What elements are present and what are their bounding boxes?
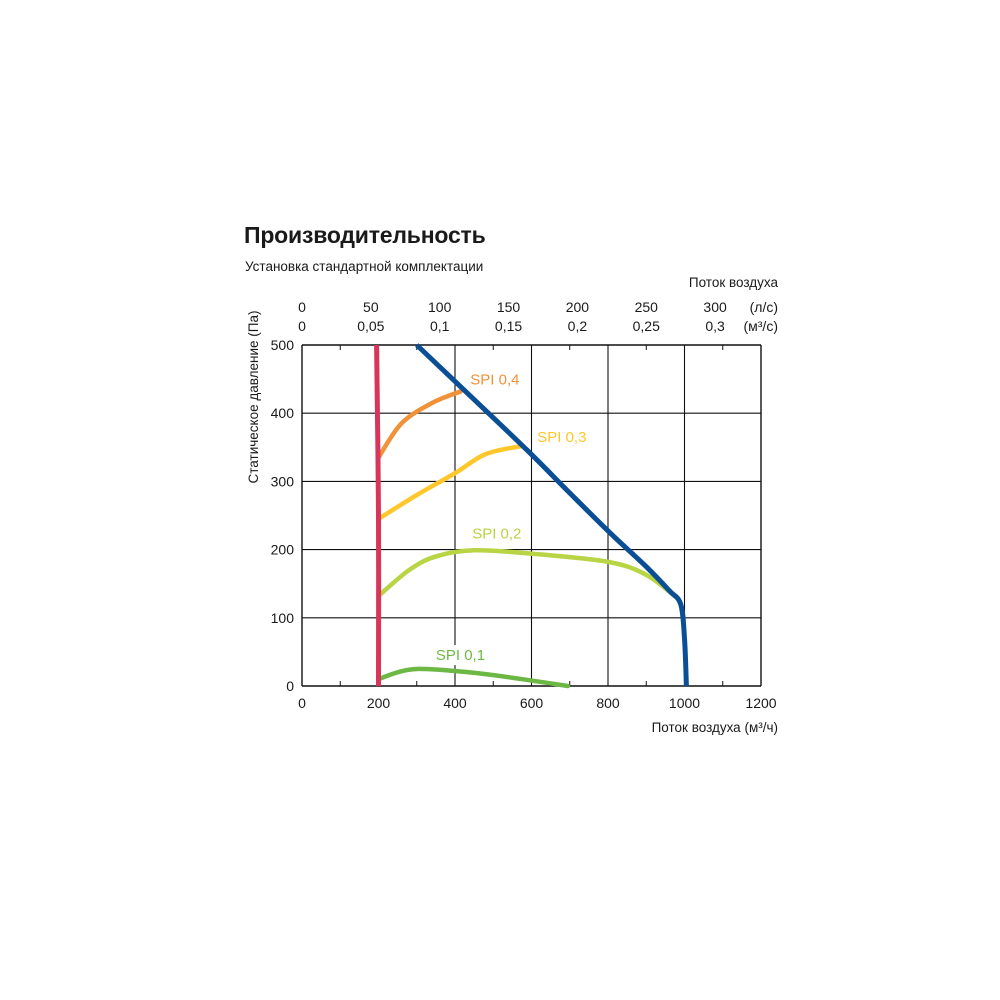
top-tick-label: 200 [566, 299, 590, 315]
curves [374, 343, 689, 689]
series-label-3: SPI 0,2 [472, 526, 521, 543]
x-tick-label: 400 [443, 695, 467, 711]
series-label-bg [467, 369, 527, 390]
y-tick-label: 0 [286, 678, 294, 694]
series-label-bg [469, 523, 529, 544]
x-tick-label: 800 [596, 695, 620, 711]
top-axis-label: Поток воздуха [689, 275, 779, 290]
y-tick-label: 200 [271, 542, 295, 558]
chart-subtitle: Установка стандартной комплектации [245, 259, 484, 274]
top-tick-label: 0,2 [568, 318, 588, 334]
series-label-bg [432, 645, 493, 666]
y-tick-label: 300 [271, 473, 295, 489]
series-label-1: SPI 0,4 [470, 372, 519, 389]
x-tick-label: 1000 [669, 695, 700, 711]
series-label-2: SPI 0,3 [537, 429, 586, 446]
top-tick-label: 0,3 [705, 318, 725, 334]
top-tick-label: 0 [298, 318, 306, 334]
x-tick-label: 0 [298, 695, 306, 711]
max-flow-limit-line [415, 343, 689, 687]
x-tick-label: 600 [520, 695, 544, 711]
top-axis-unit: (л/с) [750, 299, 778, 315]
y-tick-label: 400 [271, 405, 295, 421]
top-tick-label: 0,15 [495, 318, 522, 334]
top-tick-label: 0 [298, 299, 306, 315]
top-tick-label: 250 [635, 299, 659, 315]
grid-lines [301, 344, 762, 687]
top-tick-label: 0,05 [357, 318, 384, 334]
top-tick-label: 100 [428, 299, 452, 315]
series-line-3 [376, 547, 682, 602]
chart-title: Производительность [244, 222, 486, 248]
y-tick-label: 500 [271, 337, 295, 353]
series-line-1 [376, 389, 463, 460]
top-tick-label: 0,1 [430, 318, 450, 334]
series-labels: SPI 0,4 SPI 0,3 SPI 0,2 SPI 0,1 [432, 369, 594, 666]
series-label-4: SPI 0,1 [436, 647, 485, 664]
x-tick-label: 1200 [745, 695, 776, 711]
x-axis-label: Поток воздуха (м³/ч) [652, 720, 778, 735]
min-flow-limit-line [374, 344, 382, 687]
top-axis-unit: (м³/с) [743, 318, 778, 334]
top-tick-label: 50 [363, 299, 379, 315]
y-axis-label: Статическое давление (Па) [246, 311, 261, 484]
series-line-4 [376, 666, 571, 689]
series-line-2 [376, 443, 525, 522]
x-tick-label: 200 [367, 695, 391, 711]
y-tick-label: 100 [271, 610, 295, 626]
top-tick-label: 0,25 [633, 318, 660, 334]
top-tick-label: 300 [703, 299, 727, 315]
top-tick-label: 150 [497, 299, 521, 315]
series-label-bg [534, 426, 594, 447]
